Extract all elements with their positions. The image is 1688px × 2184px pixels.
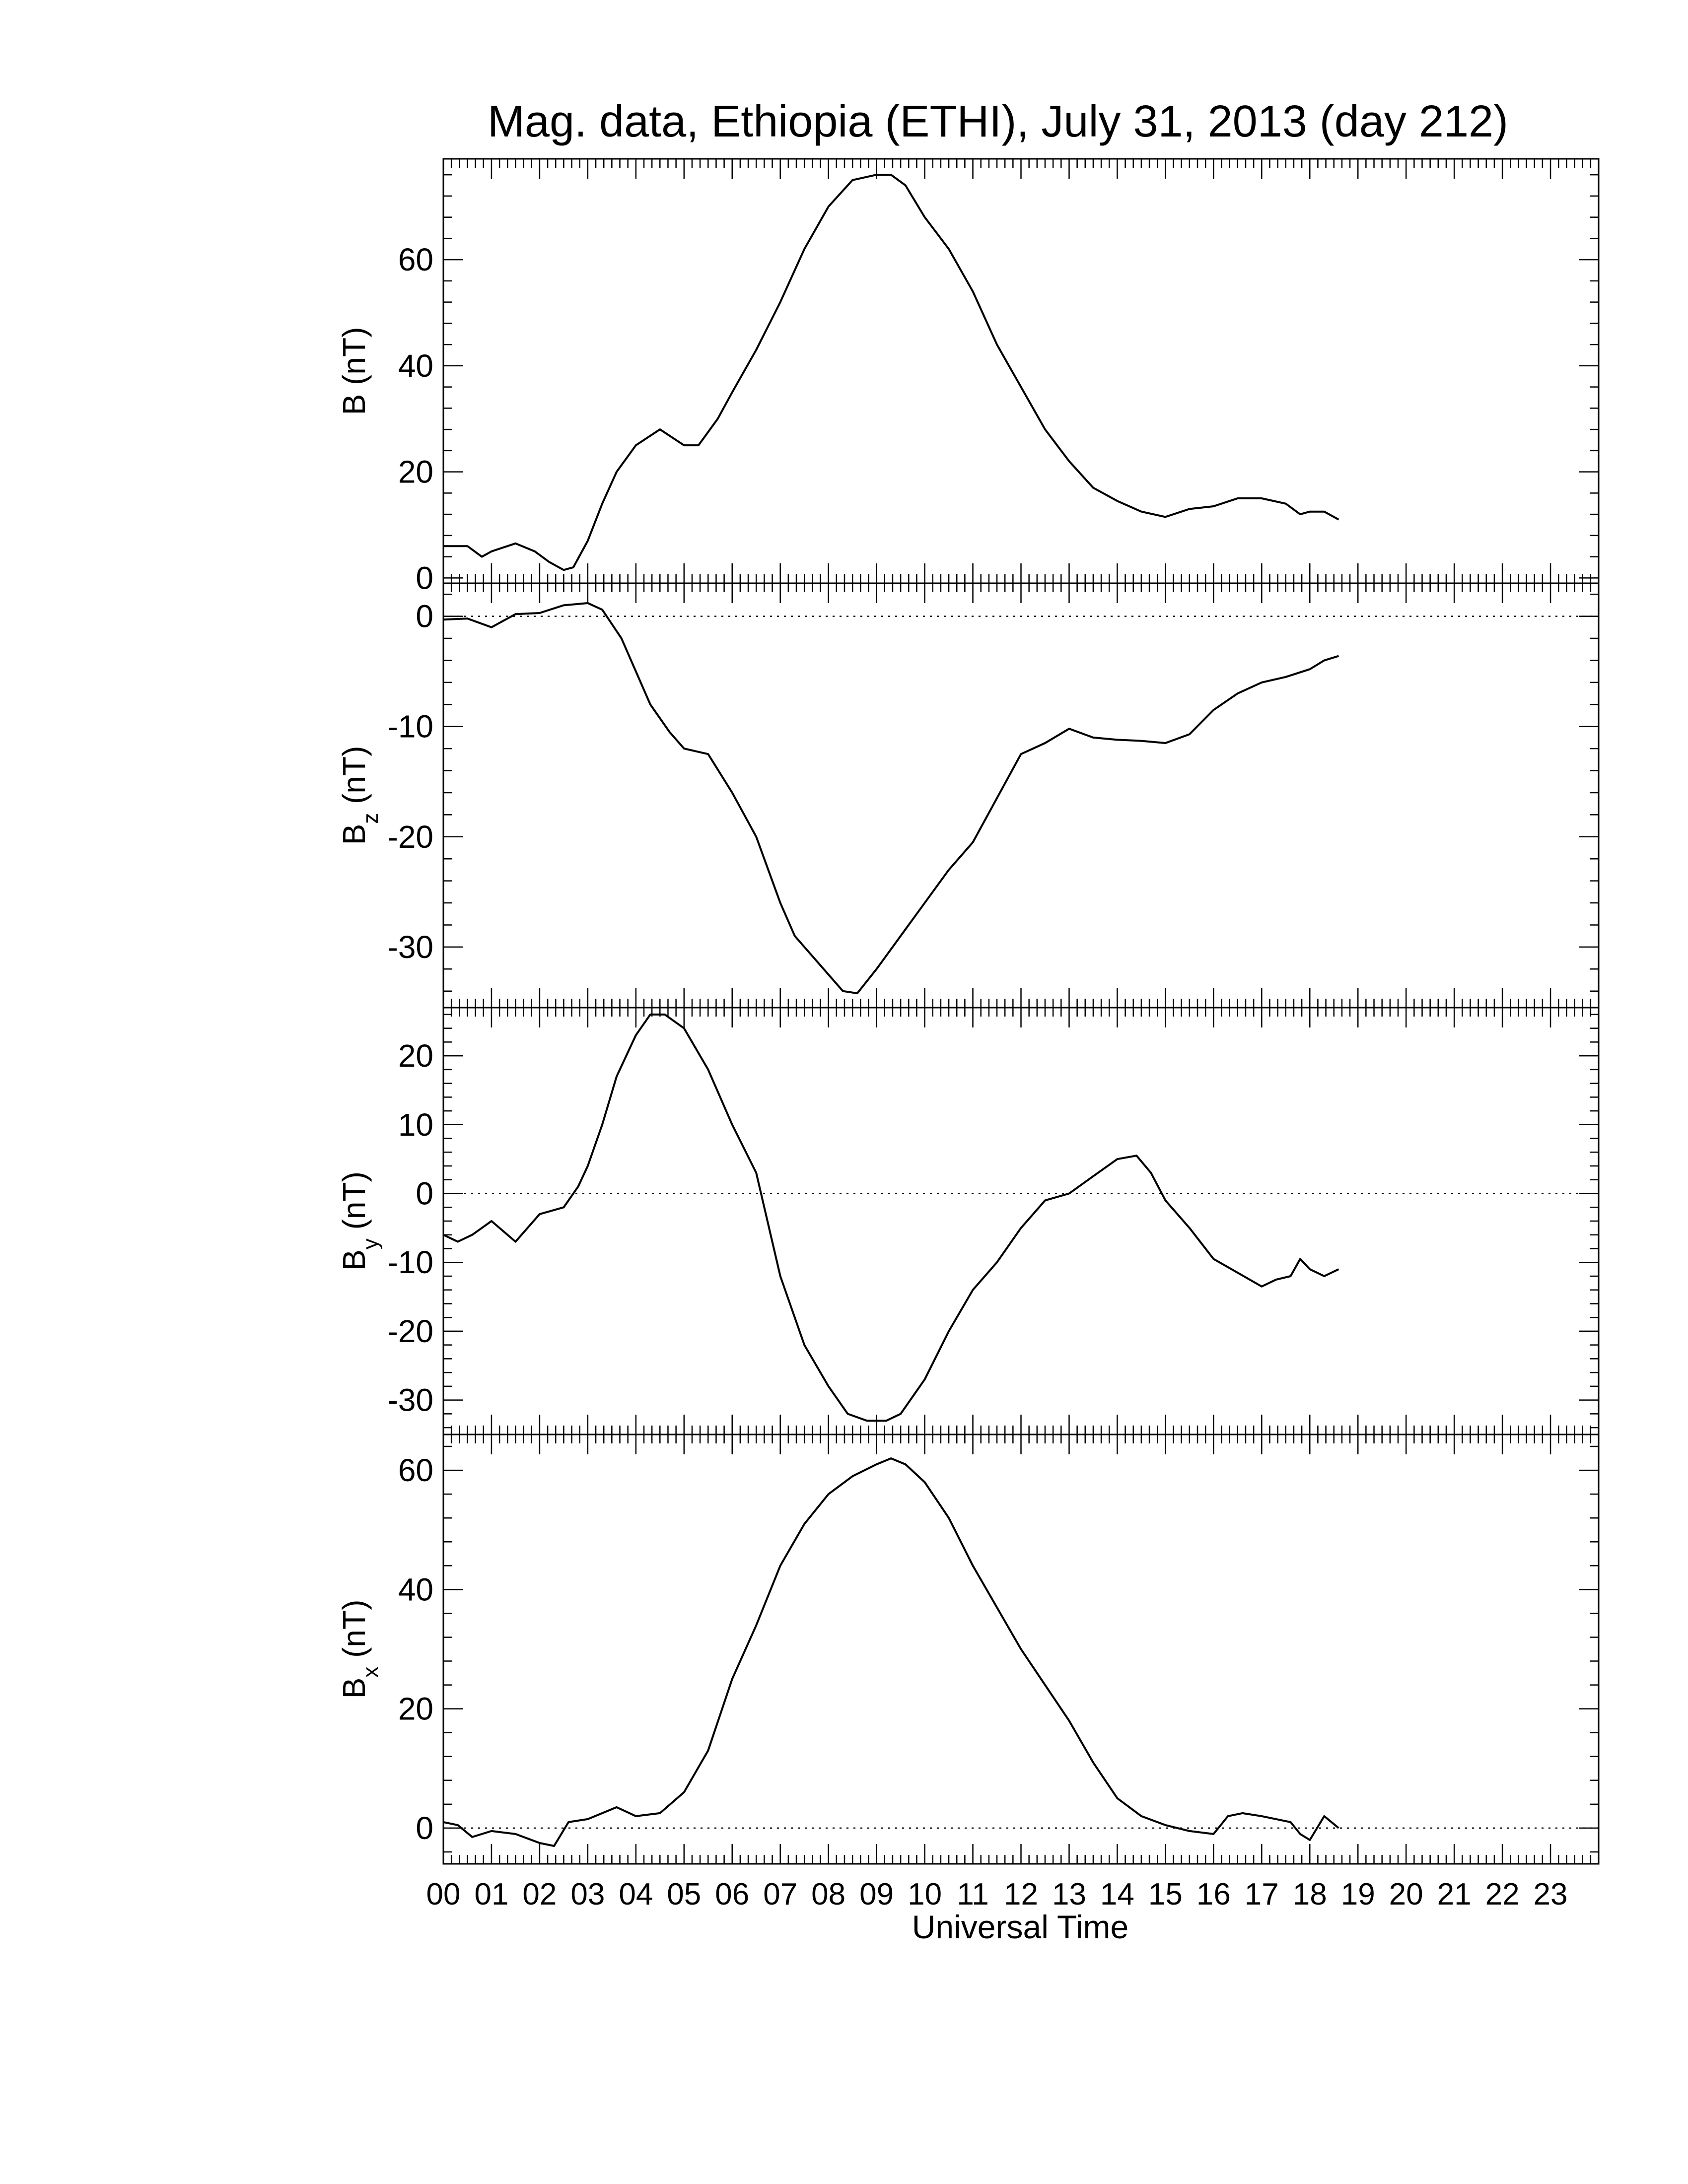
x-tick-label: 20: [1389, 1877, 1423, 1911]
y-tick-label: 20: [398, 1691, 433, 1727]
x-tick-label: 21: [1437, 1877, 1472, 1911]
series-line-By: [443, 1013, 1339, 1422]
y-axis-label: B (nT): [336, 327, 372, 415]
y-tick-label: -20: [388, 1313, 434, 1349]
panel-frame: [442, 158, 1600, 584]
x-tick-label: 08: [811, 1877, 845, 1911]
y-tick-label: -30: [388, 1382, 434, 1418]
y-tick-label: 0: [416, 1810, 433, 1846]
x-tick-label: 19: [1341, 1877, 1375, 1911]
x-tick-label: 15: [1148, 1877, 1183, 1911]
x-tick-label: 10: [908, 1877, 942, 1911]
x-tick-label: 12: [1004, 1877, 1038, 1911]
y-axis-label: Bz (nT): [336, 746, 383, 845]
panel-frame: [442, 582, 1600, 1009]
y-tick-label: -30: [388, 929, 434, 965]
x-tick-label: 16: [1196, 1877, 1231, 1911]
x-tick-label: 14: [1100, 1877, 1134, 1911]
x-tick-label: 11: [957, 1877, 988, 1911]
y-tick-label: 60: [398, 242, 433, 277]
x-axis-label: Universal Time: [912, 1909, 1128, 1945]
series-line-Bz: [443, 602, 1339, 995]
panel-Bz: 0 -10 -20 -30 Bz (nT): [336, 582, 1600, 1009]
y-axis-label: By (nT): [336, 1171, 383, 1271]
x-tick-label: 23: [1534, 1877, 1568, 1911]
panel-B: 0 20 40 60 B (nT): [336, 158, 1600, 596]
y-tick-label: 60: [398, 1452, 433, 1488]
x-tick-label: 01: [474, 1877, 508, 1911]
y-tick-label: 20: [398, 454, 433, 490]
y-tick-label: 10: [398, 1107, 433, 1143]
y-tick-label: 0: [416, 599, 433, 634]
x-tick-label: 18: [1293, 1877, 1327, 1911]
y-tick-label: -20: [388, 819, 434, 855]
y-tick-label: -10: [388, 1244, 434, 1280]
x-tick-label: 00: [426, 1877, 461, 1911]
y-tick-label: 40: [398, 1571, 433, 1607]
panel-frame: [442, 1007, 1600, 1435]
y-tick-label: 20: [398, 1038, 433, 1074]
panel-Bx: 0 20 40 60 Bx (nT): [336, 1433, 1600, 1865]
y-tick-label: 0: [416, 560, 433, 596]
x-tick-label: 07: [763, 1877, 797, 1911]
y-axis-label: Bx (nT): [336, 1600, 383, 1699]
x-tick-label: 17: [1245, 1877, 1279, 1911]
x-tick-label: 13: [1052, 1877, 1086, 1911]
series-line-Bx: [443, 1457, 1339, 1847]
series-line-B: [443, 174, 1339, 571]
chart-title: Mag. data, Ethiopia (ETHI), July 31, 201…: [488, 97, 1508, 146]
y-tick-label: 40: [398, 348, 433, 384]
x-tick-label: 09: [859, 1877, 894, 1911]
x-tick-label: 04: [619, 1877, 653, 1911]
x-tick-label: 03: [570, 1877, 605, 1911]
x-tick-label: 05: [667, 1877, 701, 1911]
panel-By: 20 10 0 -10 -20 -30 By (nT): [336, 1007, 1600, 1435]
x-tick-label: 02: [522, 1877, 557, 1911]
x-tick-label: 22: [1485, 1877, 1520, 1911]
y-tick-label: 0: [416, 1176, 433, 1212]
y-tick-label: -10: [388, 709, 434, 745]
x-tick-label: 06: [715, 1877, 749, 1911]
